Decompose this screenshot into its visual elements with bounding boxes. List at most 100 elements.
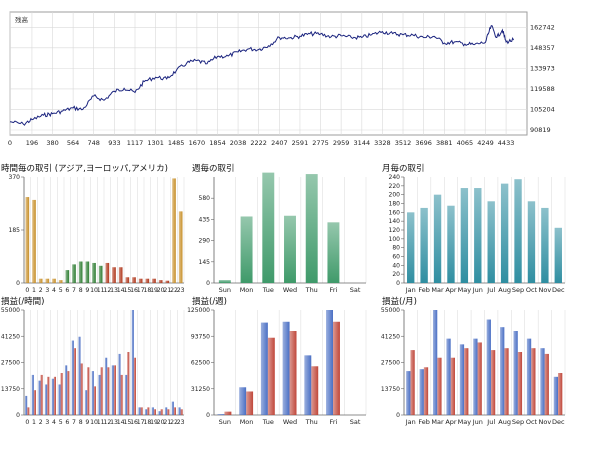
monthly-trades-x-tick-label: Apr [445, 286, 457, 294]
monthly-pl-x-tick-label: Mar [431, 418, 444, 426]
hourly-pl-bar-loss [147, 407, 150, 415]
weekly-pl-bar-profit [239, 387, 247, 415]
hourly-pl-bar-loss [60, 373, 63, 415]
hourly-pl-x-tick-label: 13 [110, 419, 118, 426]
hourly-trades-x-tick-label: 3 [45, 287, 49, 294]
weekly-trades-y-tick-label: 435 [199, 216, 211, 223]
hourly-trades-x-tick-label: 9 [85, 287, 89, 294]
monthly-trades-bar [487, 201, 495, 283]
hourly-pl-x-tick-label: 12 [103, 419, 111, 426]
hourly-pl-y-tick-label: 55000 [1, 307, 20, 314]
hourly-pl-bar-profit [125, 374, 128, 415]
monthly-pl-bar-profit [486, 319, 491, 415]
hourly-trades-x-tick-label: 12 [103, 287, 111, 294]
hourly-pl-title: 損益(/時間) [1, 296, 45, 307]
balance-y-tick-label: 90819 [530, 126, 551, 134]
hourly-pl-bar-loss [53, 376, 56, 415]
hourly-pl-bar-profit [51, 378, 54, 415]
hourly-pl-bar-profit [45, 384, 48, 415]
hourly-trades-x-tick-label: 15 [123, 287, 131, 294]
weekly-pl-bar-profit [304, 355, 312, 415]
hourly-trades-x-tick-label: 19 [150, 287, 158, 294]
monthly-trades-x-tick-label: Aug [498, 286, 511, 294]
monthly-trades-y-tick-label: 160 [389, 209, 401, 216]
hourly-pl-bar-profit [145, 409, 148, 415]
hourly-pl-bar-loss [120, 374, 123, 415]
hourly-pl-bar-profit [138, 407, 141, 415]
balance-y-tick-label: 133973 [530, 64, 555, 72]
hourly-pl-bar-profit [91, 371, 94, 415]
hourly-pl-bar-profit [165, 407, 168, 415]
monthly-pl-bar-profit [513, 331, 518, 415]
monthly-trades-x-tick-label: Nov [539, 286, 552, 294]
balance-chart-title: 残高 [15, 15, 29, 24]
monthly-pl-bar-profit [432, 310, 438, 415]
weekly-pl-x-tick-label: Sat [350, 418, 361, 426]
monthly-pl-bar-loss [544, 353, 549, 415]
hourly-pl-x-tick-label: 9 [85, 419, 89, 426]
hourly-pl-bar-profit [71, 340, 74, 415]
hourly-pl-x-tick-label: 3 [45, 419, 49, 426]
monthly-pl-y-tick-label: 13750 [381, 386, 400, 393]
hourly-pl-x-tick-label: 16 [130, 419, 138, 426]
hourly-pl-bar-loss [27, 407, 30, 415]
hourly-trades-bar [85, 261, 90, 283]
hourly-trades-bar [152, 278, 156, 283]
weekly-pl-x-tick-label: Wed [283, 418, 297, 426]
hourly-trades-x-tick-label: 7 [72, 287, 76, 294]
hourly-trades-bar [32, 199, 36, 283]
hourly-trades-x-tick-label: 14 [117, 287, 125, 294]
monthly-trades-x-tick-label: Dec [552, 286, 565, 294]
hourly-pl-bar-profit [151, 407, 154, 415]
hourly-pl-bar-loss [33, 390, 36, 415]
hourly-pl-bar-loss [173, 407, 176, 415]
hourly-pl-x-tick-label: 6 [65, 419, 69, 426]
monthly-pl-bar-loss [423, 367, 429, 415]
monthly-trades-x-tick-label: May [458, 286, 472, 294]
hourly-trades-x-tick-label: 1 [32, 287, 36, 294]
weekly-trades-bar [327, 222, 340, 283]
hourly-pl-x-tick-label: 7 [72, 419, 76, 426]
hourly-trades-bar [52, 278, 56, 283]
hourly-pl-bar-loss [67, 371, 70, 415]
hourly-trades-bar [165, 280, 170, 283]
hourly-pl-x-tick-label: 4 [52, 419, 56, 426]
balance-x-tick-label: 2959 [333, 139, 350, 147]
hourly-trades-bar [45, 278, 50, 283]
hourly-pl-bar-profit [171, 401, 174, 415]
monthly-pl-bar-loss [504, 348, 509, 415]
balance-x-tick-label: 2775 [312, 139, 329, 147]
hourly-trades-x-tick-label: 17 [137, 287, 145, 294]
monthly-trades-y-tick-label: 20 [392, 271, 400, 278]
monthly-pl-bar-profit [446, 338, 451, 415]
hourly-pl-x-tick-label: 10 [90, 419, 98, 426]
weekly-pl-title: 損益(/週) [192, 296, 227, 307]
weekly-trades-x-tick-label: Sat [350, 286, 361, 294]
balance-x-tick-label: 2407 [271, 139, 288, 147]
weekly-pl-y-tick-label: 0 [206, 412, 210, 419]
weekly-pl-bar-loss [332, 321, 340, 415]
hourly-pl-x-tick-label: 0 [25, 419, 29, 426]
balance-x-tick-label: 3512 [395, 139, 412, 147]
monthly-pl-bar-loss [450, 357, 455, 415]
hourly-pl-bar-loss [80, 363, 83, 415]
hourly-pl-bar-profit [78, 336, 81, 415]
hourly-trades-x-tick-label: 6 [65, 287, 69, 294]
hourly-trades-bar [132, 277, 136, 283]
monthly-trades-bar [500, 183, 509, 283]
weekly-trades-title: 週毎の取引 [192, 163, 235, 174]
hourly-trades-x-tick-label: 10 [90, 287, 98, 294]
balance-series-line [9, 25, 515, 126]
weekly-trades-y-tick-label: 290 [199, 238, 211, 245]
monthly-trades-bar [420, 207, 428, 283]
hourly-pl-x-tick-label: 1 [32, 419, 36, 426]
monthly-trades-x-tick-label: Jun [472, 286, 483, 294]
hourly-trades-x-tick-label: 2 [39, 287, 43, 294]
monthly-pl-x-tick-label: Jun [472, 418, 483, 426]
hourly-pl-x-tick-label: 8 [79, 419, 83, 426]
hourly-trades-x-tick-label: 16 [130, 287, 138, 294]
balance-x-tick-label: 1301 [147, 139, 164, 147]
weekly-pl-x-tick-label: Fri [330, 418, 338, 426]
hourly-pl-bar-loss [93, 386, 96, 415]
